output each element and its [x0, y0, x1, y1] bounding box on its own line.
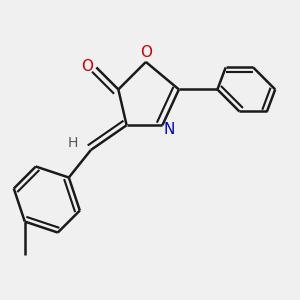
Text: N: N — [164, 122, 175, 137]
Text: H: H — [68, 136, 78, 150]
Text: O: O — [81, 58, 93, 74]
Text: O: O — [140, 45, 152, 60]
